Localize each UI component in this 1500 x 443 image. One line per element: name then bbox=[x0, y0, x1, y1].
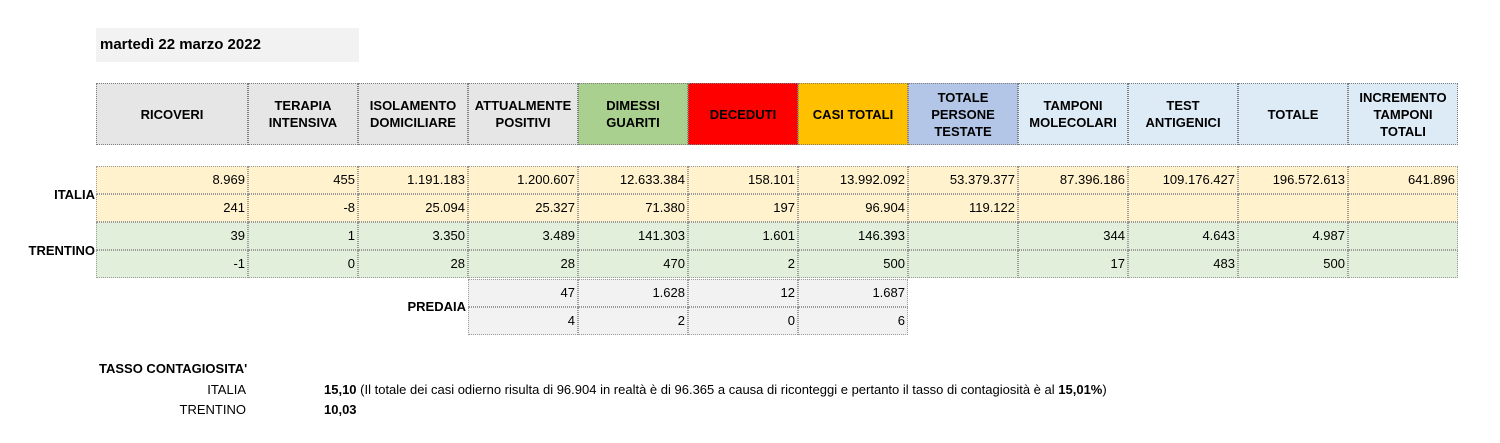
column-header: TAMPONI MOLECOLARI bbox=[1018, 83, 1128, 145]
table-cell-italia: 12.633.384 bbox=[578, 166, 688, 194]
table-cell-trentino bbox=[908, 222, 1018, 250]
contagiosita-title: TASSO CONTAGIOSITA' bbox=[99, 361, 248, 376]
column-header: ATTUALMENTE POSITIVI bbox=[468, 83, 578, 145]
column-header: DECEDUTI bbox=[688, 83, 798, 145]
table-cell-italia: 25.327 bbox=[468, 194, 578, 222]
row-label-trentino: TRENTINO bbox=[28, 243, 95, 258]
table-cell-trentino: 28 bbox=[468, 250, 578, 278]
contagiosita-note-post: ) bbox=[1102, 382, 1107, 397]
table-cell-trentino: 141.303 bbox=[578, 222, 688, 250]
table-cell-trentino bbox=[908, 250, 1018, 278]
table-cell-italia: 53.379.377 bbox=[908, 166, 1018, 194]
table-cell-italia: 196.572.613 bbox=[1238, 166, 1348, 194]
table-cell-trentino: 0 bbox=[248, 250, 358, 278]
column-header: ISOLAMENTO DOMICILIARE bbox=[358, 83, 468, 145]
table-cell-trentino: 17 bbox=[1018, 250, 1128, 278]
table-cell-trentino: 39 bbox=[96, 222, 248, 250]
table-cell-trentino: 3.489 bbox=[468, 222, 578, 250]
table-cell-italia: 1.191.183 bbox=[358, 166, 468, 194]
column-header: DIMESSI GUARITI bbox=[578, 83, 688, 145]
table-cell-predaia: 47 bbox=[468, 279, 578, 307]
table-cell-italia: 455 bbox=[248, 166, 358, 194]
table-cell-italia: 197 bbox=[688, 194, 798, 222]
table-cell-trentino: 483 bbox=[1128, 250, 1238, 278]
table-cell-italia: 109.176.427 bbox=[1128, 166, 1238, 194]
contagiosita-label-italia: ITALIA bbox=[207, 382, 246, 397]
contagiosita-value-trentino: 10,03 bbox=[324, 402, 357, 417]
contagiosita-note-rate: 15,01% bbox=[1058, 382, 1103, 397]
table-cell-italia bbox=[1018, 194, 1128, 222]
table-cell-italia: 8.969 bbox=[96, 166, 248, 194]
table-cell-predaia: 12 bbox=[688, 279, 798, 307]
table-cell-trentino: 470 bbox=[578, 250, 688, 278]
column-header: TOTALE PERSONE TESTATE bbox=[908, 83, 1018, 145]
table-cell-trentino: 1.601 bbox=[688, 222, 798, 250]
table-cell-trentino: 1 bbox=[248, 222, 358, 250]
table-cell-italia: 96.904 bbox=[798, 194, 908, 222]
table-cell-trentino: 500 bbox=[1238, 250, 1348, 278]
table-cell-trentino: 28 bbox=[358, 250, 468, 278]
row-label-predaia: PREDAIA bbox=[407, 299, 466, 314]
table-cell-italia: 241 bbox=[96, 194, 248, 222]
table-cell-italia: 158.101 bbox=[688, 166, 798, 194]
row-label-italia: ITALIA bbox=[54, 187, 95, 202]
table-cell-italia bbox=[1238, 194, 1348, 222]
table-cell-italia: 87.396.186 bbox=[1018, 166, 1128, 194]
column-header: INCREMENTO TAMPONI TOTALI bbox=[1348, 83, 1458, 145]
table-cell-trentino: 500 bbox=[798, 250, 908, 278]
table-cell-trentino: 2 bbox=[688, 250, 798, 278]
table-cell-predaia: 4 bbox=[468, 307, 578, 335]
column-header: TEST ANTIGENICI bbox=[1128, 83, 1238, 145]
table-cell-italia: 25.094 bbox=[358, 194, 468, 222]
table-cell-predaia: 1.687 bbox=[798, 279, 908, 307]
table-cell-trentino: -1 bbox=[96, 250, 248, 278]
table-cell-italia: 13.992.092 bbox=[798, 166, 908, 194]
table-cell-trentino: 4.643 bbox=[1128, 222, 1238, 250]
table-cell-trentino: 344 bbox=[1018, 222, 1128, 250]
table-cell-predaia: 2 bbox=[578, 307, 688, 335]
table-cell-italia bbox=[1348, 194, 1458, 222]
column-header: CASI TOTALI bbox=[798, 83, 908, 145]
table-cell-italia: 641.896 bbox=[1348, 166, 1458, 194]
contagiosita-note-pre: (Il totale dei casi odierno risulta di 9… bbox=[356, 382, 1059, 397]
column-header: TERAPIA INTENSIVA bbox=[248, 83, 358, 145]
table-cell-trentino: 3.350 bbox=[358, 222, 468, 250]
table-cell-predaia: 1.628 bbox=[578, 279, 688, 307]
table-cell-italia: 1.200.607 bbox=[468, 166, 578, 194]
column-header: TOTALE bbox=[1238, 83, 1348, 145]
table-cell-trentino: 146.393 bbox=[798, 222, 908, 250]
column-header: RICOVERI bbox=[96, 83, 248, 145]
contagiosita-italia-line: 15,10 (Il totale dei casi odierno risult… bbox=[324, 382, 1107, 397]
contagiosita-label-trentino: TRENTINO bbox=[179, 402, 246, 417]
table-cell-predaia: 6 bbox=[798, 307, 908, 335]
report-date: martedì 22 marzo 2022 bbox=[96, 28, 359, 62]
contagiosita-value-italia: 15,10 bbox=[324, 382, 357, 397]
table-cell-italia bbox=[1128, 194, 1238, 222]
table-cell-italia: -8 bbox=[248, 194, 358, 222]
table-cell-trentino bbox=[1348, 250, 1458, 278]
table-cell-trentino: 4.987 bbox=[1238, 222, 1348, 250]
table-cell-italia: 71.380 bbox=[578, 194, 688, 222]
table-cell-predaia: 0 bbox=[688, 307, 798, 335]
table-cell-italia: 119.122 bbox=[908, 194, 1018, 222]
table-cell-trentino bbox=[1348, 222, 1458, 250]
